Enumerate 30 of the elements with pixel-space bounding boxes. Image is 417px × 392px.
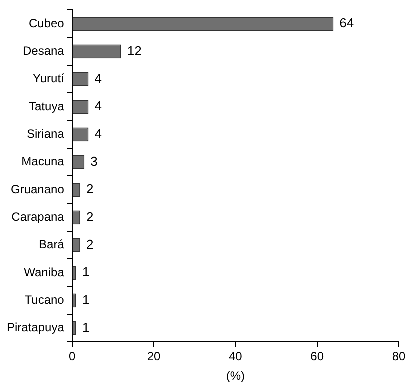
y-tick-label: Macuna: [22, 154, 65, 169]
y-tick-label: Desana: [22, 44, 65, 58]
x-tick-label: 20: [147, 350, 162, 364]
data-label: 4: [94, 70, 102, 86]
data-label: 1: [82, 320, 90, 335]
y-tick-label: Waniba: [24, 265, 65, 280]
y-tick-label: Siriana: [27, 127, 65, 142]
data-label: 3: [90, 154, 98, 169]
data-label: 2: [86, 236, 94, 252]
y-tick-label: Tucano: [24, 293, 65, 308]
data-label: 4: [94, 126, 102, 142]
data-label: 64: [340, 16, 354, 31]
x-tick-label: 0: [69, 350, 76, 364]
data-label: 12: [127, 43, 142, 58]
y-tick-label: Cubeo: [28, 16, 65, 30]
x-axis-title: (%): [226, 369, 246, 384]
data-label: 1: [82, 264, 90, 280]
data-label: 2: [86, 209, 94, 224]
data-label: 2: [86, 182, 94, 197]
y-tick-label: Yurutí: [33, 72, 66, 86]
x-tick-label: 80: [392, 350, 406, 364]
y-tick-label: Carapana: [12, 210, 65, 224]
y-tick-label: Piratapuya: [6, 320, 65, 335]
y-tick-label: Gruanano: [10, 182, 65, 196]
x-tick-label: 40: [229, 350, 243, 364]
x-tick-label: 60: [310, 350, 324, 364]
y-tick-label: Tatuya: [29, 99, 65, 114]
data-label: 4: [94, 98, 102, 114]
data-label: 1: [82, 292, 90, 308]
y-tick-label: Bará: [39, 238, 65, 252]
